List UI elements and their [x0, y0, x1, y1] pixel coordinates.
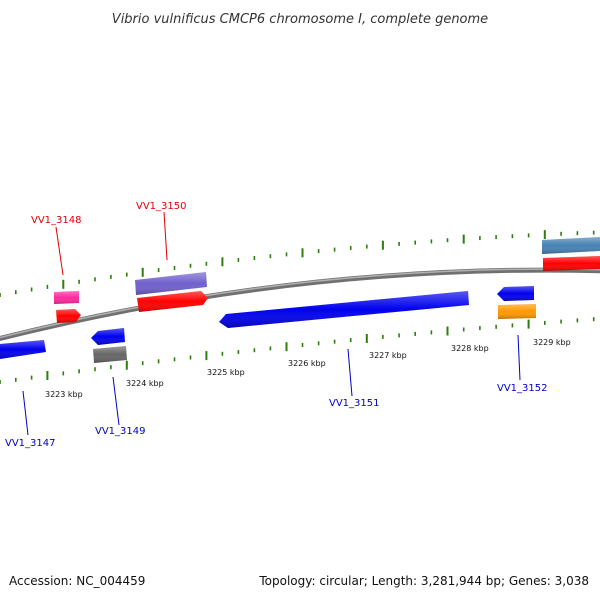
gene-vv1-3149-lower[interactable] [93, 346, 127, 363]
map-title: Vibrio vulnificus CMCP6 chromosome I, co… [112, 12, 488, 27]
kbp-label-3224: 3224 kbp [126, 379, 164, 388]
kbp-label-3228: 3228 kbp [451, 344, 489, 353]
gene-vv1-3150-upper[interactable] [135, 272, 207, 295]
chromosome-backbone [0, 267, 600, 342]
leader-line-vv1-3149 [112, 376, 120, 426]
accession-text: Accession: NC_004459 [9, 574, 145, 588]
gene-vv1-3150-lower[interactable] [137, 291, 208, 312]
leader-line-vv1-3147 [22, 390, 29, 436]
gene-label-vv1-3147[interactable]: VV1_3147 [5, 438, 56, 449]
leader-line-vv1-3148 [55, 226, 64, 276]
gene-vv1-3152-lower[interactable] [498, 304, 536, 319]
kbp-label-3225: 3225 kbp [207, 368, 245, 377]
topology-text: Topology: circular; Length: 3,281,944 bp… [258, 574, 589, 588]
chromosome-backbone-highlight [0, 268, 600, 339]
gene-label-vv1-3152[interactable]: VV1_3152 [497, 383, 548, 394]
gene-vv1-3151[interactable] [219, 291, 469, 328]
kbp-label-3223: 3223 kbp [45, 390, 83, 399]
kbp-label-3227: 3227 kbp [369, 351, 407, 360]
kbp-label-3226: 3226 kbp [288, 359, 326, 368]
kbp-label-3229: 3229 kbp [533, 338, 571, 347]
gene-label-vv1-3150[interactable]: VV1_3150 [136, 201, 187, 212]
gene-vv1-3147[interactable] [0, 340, 46, 359]
leader-line-vv1-3151 [347, 348, 353, 397]
gene-right-lower[interactable] [543, 256, 600, 271]
gene-vv1-3148-lower[interactable] [56, 309, 81, 323]
tick-row-bottom [0, 317, 595, 384]
tick-row-top [0, 230, 595, 297]
gene-vv1-3149-upper[interactable] [91, 328, 125, 345]
leader-line-vv1-3152 [517, 334, 521, 381]
gene-vv1-3152-upper[interactable] [497, 286, 534, 301]
gene-label-vv1-3148[interactable]: VV1_3148 [31, 215, 82, 226]
gene-label-vv1-3149[interactable]: VV1_3149 [95, 426, 146, 437]
leader-line-vv1-3150 [163, 211, 168, 261]
gene-label-vv1-3151[interactable]: VV1_3151 [329, 398, 380, 409]
gene-vv1-3148-upper[interactable] [54, 291, 79, 304]
gene-right-upper[interactable] [542, 237, 600, 254]
